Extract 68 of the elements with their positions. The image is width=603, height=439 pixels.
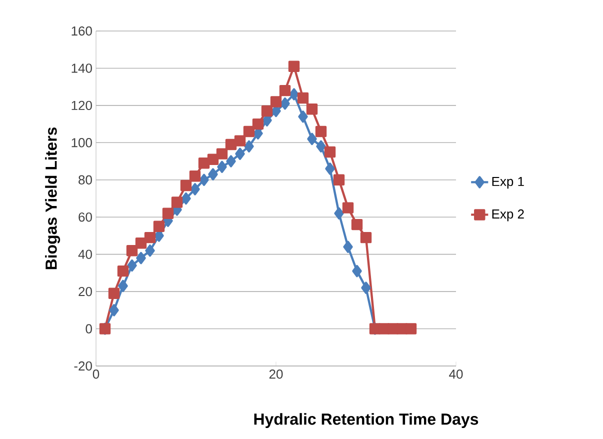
point (235, 148, 245, 160)
x-tick-label: 20 (269, 370, 283, 379)
point (162, 208, 174, 219)
y-tick-label: 160 (72, 26, 92, 36)
y-tick-label: 0 (86, 324, 92, 334)
x-axis-title: Hydralic Retention Time Days (254, 413, 478, 428)
point (217, 160, 227, 173)
point (135, 238, 147, 249)
point (405, 323, 417, 334)
x-tick-label: 0 (92, 370, 100, 379)
point (108, 288, 120, 300)
point (234, 135, 246, 146)
point (117, 265, 129, 277)
point (352, 264, 362, 278)
point (315, 126, 327, 138)
point (127, 259, 137, 272)
point (288, 60, 300, 72)
point (306, 104, 318, 115)
point (118, 280, 128, 292)
y-axis-title: Biogas Yield Liters (45, 127, 60, 270)
point (207, 154, 219, 166)
point (298, 110, 308, 123)
point (180, 180, 192, 192)
point (190, 183, 200, 196)
point (333, 174, 345, 186)
point (351, 218, 363, 230)
point (199, 174, 209, 186)
y-tick-label: 20 (78, 286, 92, 296)
point (270, 96, 282, 108)
point (325, 162, 335, 175)
point (343, 240, 353, 253)
point (244, 140, 254, 152)
y-tick-label: 120 (72, 100, 92, 110)
point (136, 252, 146, 264)
point (189, 170, 201, 182)
point (307, 132, 317, 146)
point (261, 105, 273, 117)
point (144, 232, 156, 244)
point (297, 92, 309, 104)
point (361, 282, 371, 294)
point (126, 245, 138, 256)
y-tick-label: -20 (74, 361, 92, 371)
point (171, 196, 183, 208)
legend-label: Exp 2 (492, 209, 524, 222)
point (216, 148, 228, 160)
y-tick-label: 80 (78, 175, 92, 184)
point (109, 304, 119, 316)
point (316, 140, 326, 152)
point (324, 146, 336, 158)
point (145, 244, 155, 257)
point (360, 232, 372, 244)
point (289, 88, 299, 100)
point (153, 220, 165, 232)
point (226, 155, 236, 168)
point (181, 192, 191, 205)
point (334, 207, 344, 220)
point (342, 202, 354, 214)
x-tick-label: 40 (449, 370, 463, 379)
y-tick-label: 140 (72, 64, 92, 73)
y-tick-label: 40 (78, 250, 92, 259)
point (243, 126, 255, 138)
point (208, 168, 218, 180)
y-tick-label: 60 (78, 212, 92, 222)
point (252, 118, 264, 130)
point (280, 97, 290, 110)
point (279, 84, 291, 96)
legend-label: Exp 1 (492, 176, 524, 189)
y-tick-label: 100 (72, 138, 92, 148)
